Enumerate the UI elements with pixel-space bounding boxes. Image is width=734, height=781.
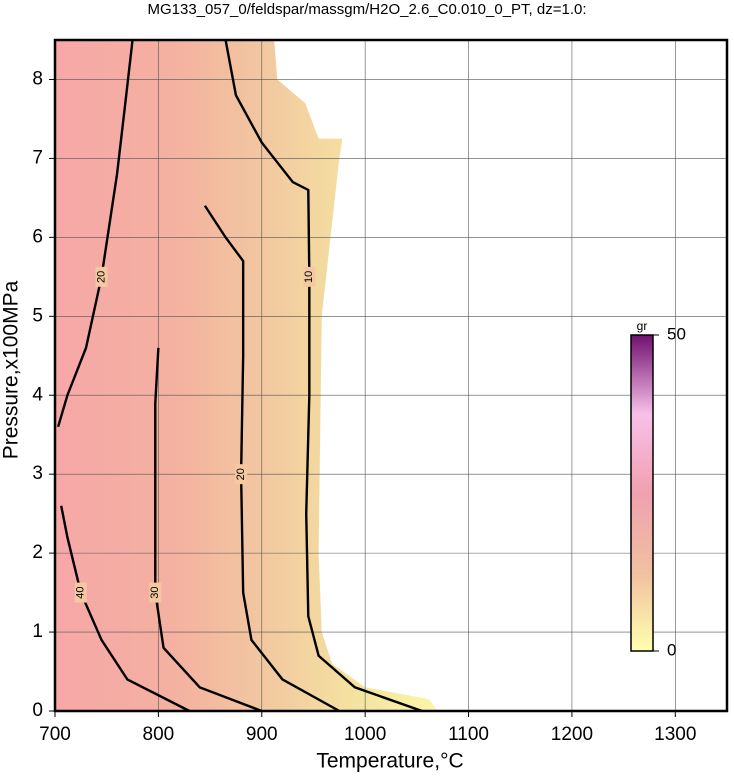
y-tick-label: 8	[32, 68, 43, 89]
contour-label: 20	[95, 271, 107, 283]
contour-label-bg	[149, 582, 162, 603]
x-tick-label: 800	[143, 724, 175, 745]
contour-label: 40	[75, 586, 87, 598]
x-tick-label: 1000	[344, 724, 386, 745]
x-tick-label: 900	[246, 724, 278, 745]
x-axis-label: Temperature,°C	[316, 750, 463, 773]
colorbar-label: gr	[637, 319, 648, 333]
x-tick-label: 1200	[551, 724, 593, 745]
contour-label-bg	[95, 266, 108, 287]
y-tick-label: 1	[32, 621, 43, 642]
field-fill	[55, 40, 438, 711]
x-tick-label: 700	[39, 724, 71, 745]
plot-frame	[53, 38, 729, 713]
y-tick-label: 6	[32, 226, 43, 247]
y-tick-label: 3	[32, 463, 43, 484]
chart-title: MG133_057_0/feldspar/massgm/H2O_2.6_C0.0…	[147, 1, 586, 18]
y-tick-label: 4	[32, 384, 43, 405]
contour-label-bg	[74, 582, 87, 603]
y-axis-label: Pressure,x100MPa	[0, 280, 23, 459]
contour-line	[224, 39, 423, 713]
contour-label-bg	[303, 266, 316, 287]
contour-label: 30	[149, 586, 161, 598]
colorbar-tick-label: 50	[667, 324, 686, 343]
colorbar-tick-label: 0	[667, 640, 676, 659]
x-tick-label: 1300	[654, 724, 696, 745]
y-tick-label: 5	[32, 305, 43, 326]
y-tick-label: 2	[32, 542, 43, 563]
contour-label-bg	[235, 464, 248, 485]
contour-label: 20	[235, 468, 247, 480]
y-tick-label: 0	[32, 700, 43, 721]
contour-line	[60, 505, 190, 713]
x-tick-label: 1100	[448, 724, 489, 745]
colorbar	[630, 334, 654, 652]
y-tick-label: 7	[32, 147, 43, 168]
contour-label: 10	[303, 271, 315, 283]
